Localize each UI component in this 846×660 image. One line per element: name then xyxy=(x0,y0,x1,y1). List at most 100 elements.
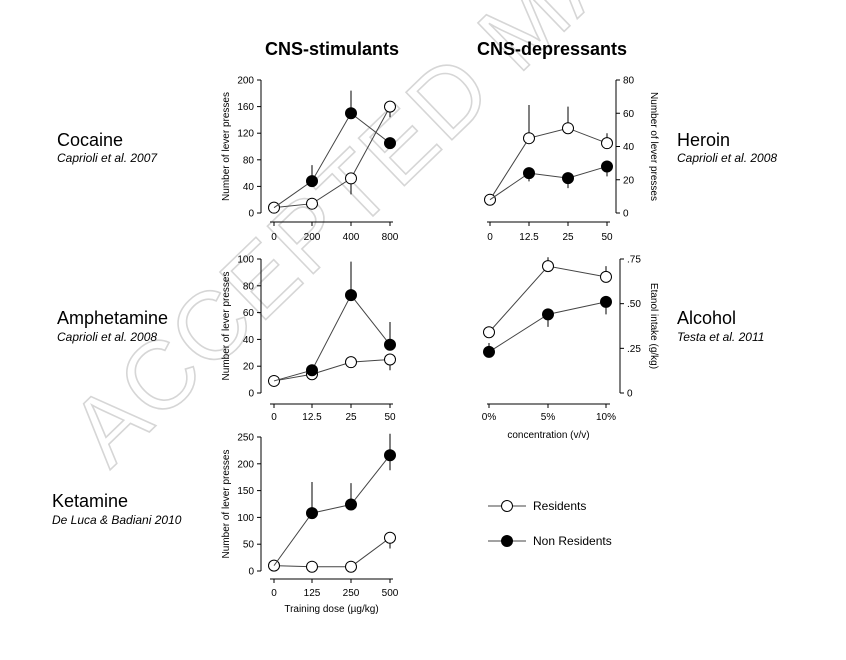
x-tick-label: 5% xyxy=(541,412,556,423)
data-point xyxy=(345,172,357,185)
series-non-residents xyxy=(483,295,612,358)
y-tick-label: 200 xyxy=(237,459,254,470)
y-tick-label: 60 xyxy=(623,109,635,120)
data-point xyxy=(384,338,396,351)
x-tick-label: 50 xyxy=(384,412,396,423)
y-axis-label: Etanol intake (g/kg) xyxy=(648,283,659,369)
x-tick-label: 0 xyxy=(271,412,277,423)
series-residents xyxy=(268,353,396,387)
series-residents xyxy=(268,531,396,573)
data-point xyxy=(600,295,612,308)
drug-label-ketamine: Ketamine xyxy=(52,491,128,511)
drug-label-cocaine: Cocaine xyxy=(57,130,123,150)
data-point xyxy=(306,175,318,188)
y-tick-label: 250 xyxy=(237,433,254,444)
legend-residents-label: Residents xyxy=(533,499,586,513)
x-tick-label: 800 xyxy=(382,232,399,243)
x-tick-label: 200 xyxy=(304,232,321,243)
y-axis-label: Number of lever presses xyxy=(648,92,659,201)
column-title-depressants: CNS-depressants xyxy=(477,39,627,59)
x-tick-label: 0 xyxy=(271,232,277,243)
column-title-stimulants: CNS-stimulants xyxy=(265,39,399,59)
legend: Residents Non Residents xyxy=(488,499,612,548)
y-tick-label: 120 xyxy=(237,129,254,140)
chart-amphetamine: 0 20 40 60 80 100 Number of lever presses 0 12.5… xyxy=(221,255,396,423)
data-point xyxy=(542,260,554,273)
y-axis-label: Number of lever presses xyxy=(221,272,232,381)
series-non-residents xyxy=(273,261,396,382)
x-tick-label: 25 xyxy=(345,412,357,423)
data-point xyxy=(345,107,357,120)
y-tick-label: 0 xyxy=(248,567,254,578)
y-tick-label: 80 xyxy=(243,281,255,292)
data-point xyxy=(384,353,396,366)
series-non-residents xyxy=(273,433,396,566)
data-point xyxy=(306,197,318,210)
y-tick-label: 50 xyxy=(243,540,255,551)
data-point xyxy=(384,531,396,544)
x-tick-label: 400 xyxy=(343,232,360,243)
data-point xyxy=(384,100,396,113)
x-tick-label: 0 xyxy=(487,232,493,243)
chart-ketamine: 0 50 100 150 200 250 Number of lever presses 0 1… xyxy=(221,433,399,616)
x-tick-label: 0% xyxy=(482,412,497,423)
x-tick-label: 125 xyxy=(304,588,321,599)
y-tick-label: 40 xyxy=(243,182,255,193)
series-residents xyxy=(268,100,396,214)
series-line xyxy=(273,112,391,209)
x-tick-label: 500 xyxy=(382,588,399,599)
y-tick-label: 20 xyxy=(243,362,255,373)
drug-label-amphetamine: Amphetamine xyxy=(57,308,168,328)
data-point xyxy=(523,167,535,180)
series-line xyxy=(273,106,391,209)
data-point xyxy=(601,137,613,150)
y-tick-label: 150 xyxy=(237,486,254,497)
y-tick-label: .75 xyxy=(627,255,641,266)
watermark: ACCEPTED MANUSCRIPT xyxy=(49,0,846,486)
reference-amphetamine: Caprioli et al. 2008 xyxy=(57,330,157,344)
series-non-residents xyxy=(489,160,613,201)
y-axis-label: Number of lever presses xyxy=(221,92,232,201)
data-point xyxy=(306,507,318,520)
data-point xyxy=(384,137,396,150)
chart-heroin: 0 20 40 60 80 Number of lever presses 0 12.5 25 5… xyxy=(484,76,659,243)
data-point xyxy=(306,364,318,377)
data-point xyxy=(384,449,396,462)
y-tick-label: 80 xyxy=(243,155,255,166)
series-line xyxy=(273,454,391,566)
reference-heroin: Caprioli et al. 2008 xyxy=(677,151,777,165)
data-point xyxy=(542,308,554,321)
data-point xyxy=(600,270,612,283)
reference-alcohol: Testa et al. 2011 xyxy=(677,330,764,344)
reference-ketamine: De Luca & Badiani 2010 xyxy=(52,513,182,527)
y-tick-label: 80 xyxy=(623,76,635,87)
y-tick-label: 0 xyxy=(623,209,629,220)
data-point xyxy=(601,160,613,173)
y-tick-label: 60 xyxy=(243,308,255,319)
drug-label-heroin: Heroin xyxy=(677,130,730,150)
legend-residents-marker xyxy=(501,500,513,512)
y-tick-label: 0 xyxy=(627,389,633,400)
watermark-text: ACCEPTED MANUSCRIPT xyxy=(50,0,846,485)
legend-non-residents-marker xyxy=(501,535,513,547)
series-line xyxy=(273,359,391,382)
x-axis-label: concentration (v/v) xyxy=(507,430,589,441)
x-tick-label: 12.5 xyxy=(302,412,322,423)
y-tick-label: 100 xyxy=(237,255,254,266)
y-tick-label: 160 xyxy=(237,102,254,113)
data-point xyxy=(345,356,357,369)
x-axis-label: Training dose (µg/kg) xyxy=(284,604,378,615)
data-point xyxy=(306,560,318,573)
y-tick-label: .50 xyxy=(627,299,641,310)
data-point xyxy=(562,172,574,185)
y-tick-label: .25 xyxy=(627,344,641,355)
data-point xyxy=(345,289,357,302)
reference-cocaine: Caprioli et al. 2007 xyxy=(57,151,158,165)
x-tick-label: 12.5 xyxy=(519,232,539,243)
x-tick-label: 250 xyxy=(343,588,360,599)
y-tick-label: 40 xyxy=(623,142,635,153)
series-non-residents xyxy=(273,90,396,209)
data-point xyxy=(345,498,357,511)
series-line xyxy=(489,127,608,200)
